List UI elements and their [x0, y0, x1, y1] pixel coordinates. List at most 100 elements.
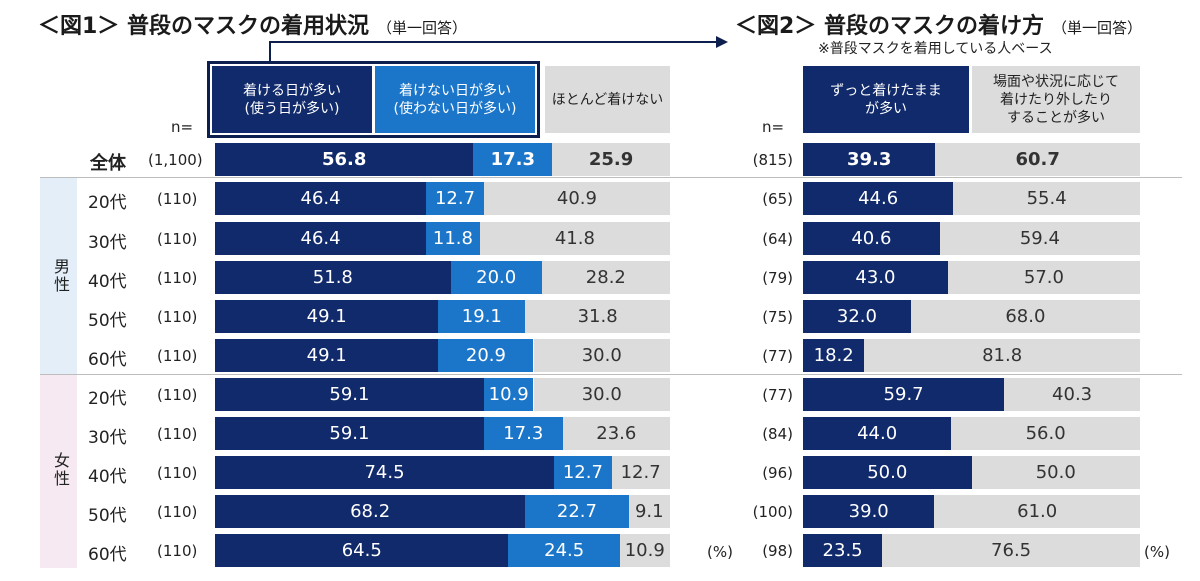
chart2-n-value: (96) [762, 464, 793, 482]
chart2-data-label: 61.0 [1017, 501, 1058, 522]
chart2-data-label: 59.7 [883, 384, 924, 405]
chart2-bar-segment-series1: 44.0 [803, 417, 952, 450]
chart1-bar-row: 68.2 22.7 9.1 [215, 495, 670, 528]
row-label: 60代 [88, 350, 127, 370]
chart1-data-label: 74.5 [364, 462, 405, 483]
chart2-bar-segment-series2: 59.4 [939, 222, 1140, 255]
chart2-data-label: 76.5 [991, 540, 1032, 561]
chart2-n-value: (64) [762, 230, 793, 248]
chart1-bar-segment-series2: 17.3 [473, 143, 553, 176]
row-label: 30代 [88, 233, 127, 253]
chart1-data-label: 31.8 [577, 306, 618, 327]
chart2-bar-segment-series2: 55.4 [953, 182, 1140, 215]
chart2-bar-segment-series2: 81.8 [864, 339, 1140, 372]
chart1-data-label: 59.1 [329, 423, 370, 444]
row-label: 60代 [88, 545, 127, 565]
chart2-bar-segment-series1: 32.0 [803, 300, 911, 333]
chart2-bar-segment-series1: 18.2 [803, 339, 865, 372]
chart2-data-label: 44.6 [858, 188, 899, 209]
chart1-bar-segment-series1: 64.5 [215, 534, 509, 567]
chart1-data-label: 30.0 [581, 384, 622, 405]
chart2-data-label: 68.0 [1005, 306, 1046, 327]
chart1-bar-segment-series2: 11.8 [426, 222, 480, 255]
chart2-bar-segment-series1: 39.0 [803, 495, 935, 528]
chart1-bar-row: 59.1 10.9 30.0 [215, 378, 670, 411]
chart1-data-label: 68.2 [350, 501, 391, 522]
chart2-data-label: 23.5 [822, 540, 863, 561]
chart1-data-label: 30.0 [581, 345, 622, 366]
chart1-data-label: 49.1 [306, 345, 347, 366]
chart2-n-value: (77) [762, 347, 793, 365]
chart1-bar-segment-series3: 12.7 [611, 456, 670, 489]
chart1-n-value: (110) [157, 464, 198, 482]
chart1-unit: (%) [707, 543, 733, 561]
chart1-data-label: 40.9 [556, 188, 597, 209]
chart2-data-label: 40.3 [1052, 384, 1093, 405]
chart2-bar-segment-series2: 40.3 [1004, 378, 1140, 411]
chart1-bar-segment-series3: 31.8 [525, 300, 670, 333]
chart1-n-value: (110) [157, 542, 198, 560]
chart2-bar-row: 40.6 59.4 [803, 222, 1140, 255]
chart1-data-label: 20.9 [465, 345, 506, 366]
chart1-data-label: 41.8 [554, 228, 595, 249]
chart1-legend-series2: 着けない日が多い (使わない日が多い) [375, 66, 535, 133]
separator-gender [40, 374, 1182, 375]
chart2-bar-segment-series2: 76.5 [882, 534, 1140, 567]
chart2-note: ※普段マスクを着用している人ベース [818, 41, 1053, 57]
chart1-data-label: 10.9 [488, 384, 529, 405]
chart1-title-text: ＜図1＞ 普段のマスクの着用状況 [38, 14, 369, 39]
chart1-legend-series3: ほとんど着けない [545, 66, 670, 133]
chart2-n-value: (815) [752, 151, 793, 169]
group-label-male: 男性 [51, 258, 70, 294]
chart1-n-value: (110) [157, 503, 198, 521]
chart1-data-label: 10.9 [624, 540, 665, 561]
chart2-bar-segment-series1: 44.6 [803, 182, 954, 215]
row-label: 50代 [88, 506, 127, 526]
chart2-data-label: 39.0 [848, 501, 889, 522]
chart1-data-label: 24.5 [544, 540, 585, 561]
chart1-bar-row: 74.5 12.7 12.7 [215, 456, 670, 489]
chart1-data-label: 23.6 [596, 423, 637, 444]
chart2-bar-segment-series2: 56.0 [951, 417, 1140, 450]
chart1-bar-segment-series1: 59.1 [215, 378, 484, 411]
chart1-bar-row: 59.1 17.3 23.6 [215, 417, 670, 450]
separator-total [40, 177, 1182, 178]
chart1-bar-segment-series1: 46.4 [215, 222, 427, 255]
chart2-bar-segment-series2: 61.0 [934, 495, 1140, 528]
connector-arrow [269, 36, 728, 62]
chart1-bar-segment-series1: 49.1 [215, 339, 439, 372]
chart2-title-text: ＜図2＞ 普段のマスクの着け方 [735, 14, 1044, 39]
chart2-bar-row: 39.0 61.0 [803, 495, 1140, 528]
chart1-data-label: 20.0 [476, 267, 517, 288]
chart2-subtitle: （単一回答） [1051, 19, 1142, 37]
chart2-n-value: (84) [762, 425, 793, 443]
chart1-bar-segment-series3: 10.9 [619, 534, 670, 567]
chart1-data-label: 12.7 [434, 188, 476, 209]
chart1-bar-segment-series3: 40.9 [483, 182, 670, 215]
chart2-n-value: (75) [762, 308, 793, 326]
chart1-n-value: (110) [157, 425, 198, 443]
chart2-bar-row: 43.0 57.0 [803, 261, 1140, 294]
chart2-bar-row: 44.0 56.0 [803, 417, 1140, 450]
chart2-bar-segment-series2: 50.0 [971, 456, 1140, 489]
group-label-female: 女性 [51, 452, 70, 488]
chart2-n-value: (65) [762, 190, 793, 208]
chart2-n-value: (77) [762, 386, 793, 404]
chart1-bar-segment-series1: 68.2 [215, 495, 526, 528]
chart2-n-value: (79) [762, 269, 793, 287]
chart2-bar-row: 59.7 40.3 [803, 378, 1140, 411]
chart1-data-label: 11.8 [432, 228, 473, 249]
chart1-bar-segment-series1: 46.4 [215, 182, 427, 215]
chart1-bar-segment-series2: 20.9 [438, 339, 534, 372]
chart1-bar-row: 46.4 12.7 40.9 [215, 182, 670, 215]
chart1-bar-segment-series3: 28.2 [541, 261, 670, 294]
chart1-bar-segment-series2: 22.7 [525, 495, 629, 528]
chart1-bar-segment-series2: 12.7 [426, 182, 484, 215]
chart1-n-header: n= [171, 118, 194, 136]
chart1-bar-segment-series2: 10.9 [483, 378, 534, 411]
chart2-bar-row: 18.2 81.8 [803, 339, 1140, 372]
chart1-n-value: (110) [157, 347, 198, 365]
chart1-data-label: 64.5 [341, 540, 382, 561]
chart2-data-label: 18.2 [813, 345, 854, 366]
chart1-data-label: 9.1 [634, 501, 664, 522]
